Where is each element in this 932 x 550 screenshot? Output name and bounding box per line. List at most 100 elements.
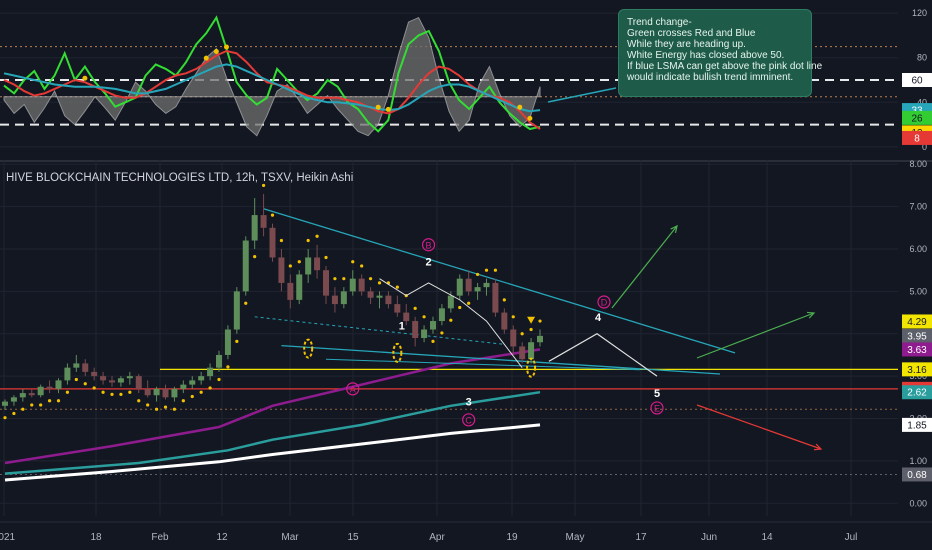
- sar-dot: [30, 403, 34, 407]
- candle-body: [28, 393, 35, 396]
- x-tick-label: 2021: [0, 532, 16, 543]
- sar-dot: [128, 390, 132, 394]
- candle-body: [242, 240, 249, 292]
- candle-body: [430, 321, 436, 330]
- projection-arrow-down-head: [813, 443, 823, 451]
- x-tick-label: 17: [635, 532, 647, 543]
- candle-body: [421, 329, 428, 338]
- sar-dot: [163, 405, 168, 409]
- sar-dot: [458, 305, 462, 310]
- candle-body: [412, 321, 419, 338]
- candle-body: [171, 388, 178, 398]
- wave-label-circle: [650, 401, 664, 415]
- candle-body: [331, 295, 338, 305]
- candle-body: [465, 278, 472, 292]
- sar-dot: [431, 339, 435, 343]
- moving-average-line: [4, 390, 541, 475]
- candle-body: [91, 371, 98, 377]
- osc-signal-dot: [385, 106, 391, 112]
- osc-signal-dot: [223, 44, 229, 50]
- sar-dot: [3, 416, 7, 420]
- price-y-tick-label: 6.00: [909, 244, 927, 254]
- note-line: Trend change-: [627, 17, 692, 28]
- price-value-badge: [902, 314, 932, 329]
- sar-dot: [288, 264, 292, 268]
- price-badge-label: 3.16: [907, 365, 927, 376]
- wave-path: [379, 278, 407, 297]
- candle-body: [64, 367, 71, 381]
- price-badge-label: 2.62: [907, 388, 927, 399]
- wave-label-circle: [462, 413, 476, 427]
- candle-body: [46, 386, 53, 389]
- wave-label: B: [426, 240, 432, 250]
- sar-dot: [261, 183, 266, 188]
- x-tick-label: Jun: [701, 532, 717, 543]
- candle-body: [537, 335, 543, 343]
- wave-label-circle: [421, 238, 436, 252]
- sar-dot: [56, 399, 61, 403]
- sar-dot: [297, 260, 301, 264]
- x-tick-label: May: [566, 532, 585, 543]
- sar-dot: [119, 392, 123, 396]
- projection-arrow-up: [696, 312, 815, 359]
- x-tick-label: 19: [506, 532, 518, 543]
- price-badge-label: 3.95: [907, 331, 927, 342]
- candle-body: [314, 257, 321, 271]
- sar-dot: [422, 315, 426, 319]
- candle-body: [19, 393, 26, 398]
- osc-signal-dot: [203, 55, 209, 61]
- osc-y-tick-label: 80: [917, 53, 927, 63]
- sar-dot: [315, 234, 319, 238]
- sar-dot: [467, 301, 471, 305]
- candle-body: [501, 312, 508, 330]
- candle-body: [287, 282, 294, 300]
- price-value-badge: [902, 467, 932, 482]
- note-connector: [547, 87, 617, 103]
- fractal-marker: [303, 338, 314, 359]
- price-y-tick-label: 0.00: [909, 498, 927, 508]
- candle-body: [358, 278, 365, 292]
- sar-dot: [39, 403, 43, 407]
- chart-title: HIVE BLOCKCHAIN TECHNOLOGIES LTD, 12h, T…: [6, 172, 354, 184]
- sar-dot: [65, 390, 70, 394]
- sar-dot: [520, 332, 524, 336]
- sar-dot: [529, 327, 533, 332]
- candle-body: [109, 380, 115, 383]
- candle-body: [180, 384, 187, 389]
- sar-dot: [395, 285, 399, 289]
- projection-arrow-up-head: [806, 311, 816, 319]
- wave-label-circle: [597, 295, 611, 309]
- sar-dot: [21, 407, 25, 411]
- candle-body: [528, 342, 535, 360]
- sar-dot: [208, 386, 212, 390]
- fractal-marker: [526, 357, 537, 378]
- candle-body: [37, 386, 44, 396]
- wave-label: 3: [466, 397, 472, 409]
- x-tick-label: 15: [347, 532, 359, 543]
- price-badge-label: 4.29: [907, 317, 927, 328]
- price-badge-label: 0.68: [907, 470, 927, 481]
- sar-dot: [413, 306, 417, 310]
- x-tick-label: 12: [216, 532, 228, 543]
- sar-dot: [351, 260, 355, 264]
- sar-dot: [324, 255, 328, 260]
- trend-base-line: [325, 358, 641, 371]
- candle-body: [519, 346, 526, 360]
- projection-arrow-down: [696, 404, 822, 450]
- price-badge-label: 3.63: [907, 345, 927, 356]
- candle-body: [82, 363, 89, 372]
- osc-signal-dot: [375, 104, 381, 110]
- sar-dot: [502, 298, 506, 302]
- note-line: While they are heading up.: [627, 39, 746, 50]
- sar-dot: [172, 407, 177, 411]
- candle-body: [198, 376, 205, 381]
- price-value-badge: [902, 328, 932, 343]
- candle-body: [260, 215, 267, 228]
- candle-body: [207, 367, 214, 377]
- sar-dot: [538, 319, 542, 323]
- price-badge-label: 1.85: [907, 420, 927, 431]
- osc-signal-dot: [527, 115, 533, 121]
- price-y-tick-label: 1.00: [909, 456, 927, 466]
- sar-dot: [360, 264, 364, 268]
- wave-label: A: [350, 384, 356, 394]
